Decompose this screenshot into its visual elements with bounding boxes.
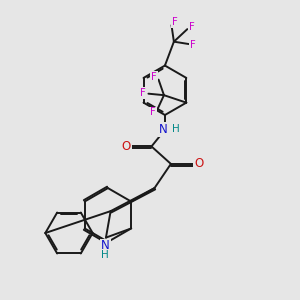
Text: F: F [140,88,146,98]
Text: O: O [121,140,130,153]
Text: O: O [194,158,203,170]
Text: N: N [101,239,110,253]
Text: H: H [101,250,109,260]
Text: F: F [189,22,194,32]
Text: N: N [159,123,168,136]
Text: F: F [151,72,157,82]
Text: H: H [172,124,180,134]
Text: F: F [190,40,196,50]
Text: F: F [172,17,178,27]
Text: F: F [150,107,156,118]
